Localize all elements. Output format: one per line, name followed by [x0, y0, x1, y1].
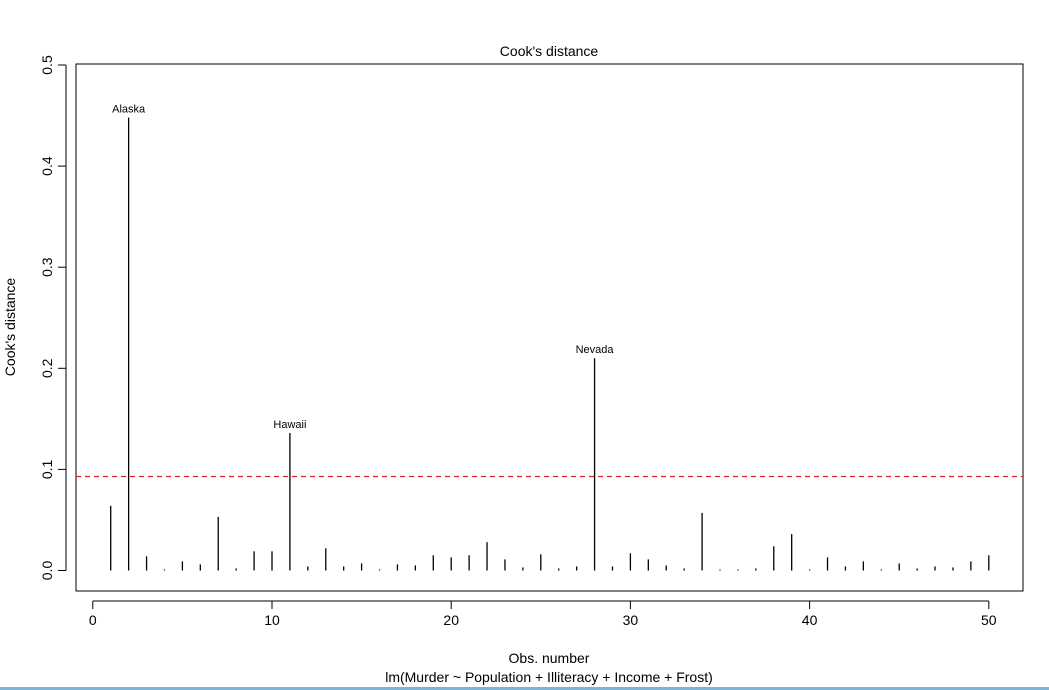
annotation-alaska: Alaska [112, 104, 146, 116]
y-tick-label: 0.1 [39, 459, 55, 479]
x-tick-label: 40 [802, 612, 818, 628]
x-tick-label: 10 [264, 612, 280, 628]
annotations-group: Alaska Hawaii Nevada [112, 104, 614, 431]
x-tick-label: 0 [89, 612, 97, 628]
y-tick-label: 0.2 [39, 358, 55, 378]
y-tick-label: 0.5 [39, 55, 55, 75]
y-tick-label: 0.0 [39, 561, 55, 581]
y-axis-label: Cook's distance [2, 278, 18, 377]
bars-group [110, 117, 990, 571]
window-edge [0, 687, 1049, 690]
x-tick-label: 20 [443, 612, 459, 628]
annotation-hawaii: Hawaii [273, 419, 306, 431]
y-tick-label: 0.3 [39, 257, 55, 277]
chart-title: Cook's distance [500, 43, 599, 59]
x-tick-label: 30 [623, 612, 639, 628]
y-tick-label: 0.4 [39, 156, 55, 176]
x-axis-label: Obs. number [509, 650, 590, 666]
plot-frame [75, 63, 1024, 592]
axis-ticks: 0 10 20 30 40 50 0.0 0.1 0.2 0.3 0.4 0.5 [39, 55, 997, 628]
x-tick-label: 50 [981, 612, 997, 628]
annotation-nevada: Nevada [576, 344, 615, 356]
chart-subtitle: lm(Murder ~ Population + Illiteracy + In… [385, 669, 713, 685]
